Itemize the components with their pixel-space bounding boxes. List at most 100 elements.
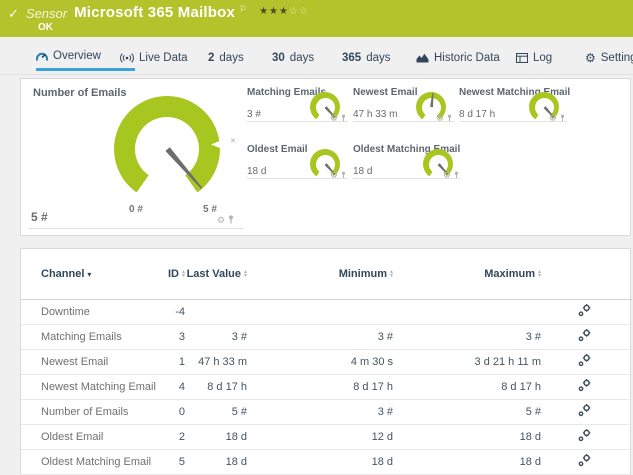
live-data-icon (120, 52, 134, 63)
channel-name[interactable]: Newest Email (21, 349, 155, 375)
pin-icon[interactable] (341, 171, 346, 179)
channel-minimum: 3 # (247, 399, 393, 425)
channel-minimum: 12 d (247, 424, 393, 450)
channel-minimum (247, 299, 393, 325)
channel-settings-gears-icon[interactable] (578, 403, 591, 420)
column-header-actions (541, 249, 632, 300)
tab-label: Live Data (139, 51, 188, 64)
divider (353, 178, 461, 179)
channel-name[interactable]: Newest Matching Email (21, 374, 156, 400)
channel-settings-gears-icon[interactable] (578, 328, 591, 345)
mini-title: Matching Emails (247, 87, 326, 98)
channel-settings-cell (541, 399, 632, 425)
gauge-widget-icons: ⚙ (442, 170, 459, 180)
column-header-id[interactable]: ID ▴ ▾ (155, 249, 185, 300)
channel-id: 3 (155, 324, 185, 350)
status-badge: OK (38, 22, 53, 33)
tab-label: Settings (600, 51, 633, 64)
priority-stars[interactable]: ★★★☆☆ (259, 6, 309, 17)
channel-settings-cell (541, 449, 632, 475)
divider (29, 228, 243, 229)
mini-gauge (310, 92, 340, 122)
chevron-down-icon: ▾ (87, 269, 92, 279)
divider (459, 121, 567, 122)
mini-title: Oldest Matching Email (353, 144, 461, 155)
tab-30-days[interactable]: 30 days (272, 44, 314, 71)
sort-icon: ▴ ▾ (181, 268, 185, 279)
channel-minimum: 3 # (247, 324, 393, 350)
channel-name[interactable]: Number of Emails (21, 399, 155, 425)
gear-icon[interactable]: ⚙ (548, 113, 557, 123)
channel-maximum: 5 # (393, 399, 541, 425)
tab-settings[interactable]: ⚙ Settings (585, 44, 633, 71)
historic-data-icon (416, 53, 429, 63)
table-row[interactable]: Number of Emails 0 5 # 3 # 5 # (21, 399, 632, 425)
mini-gauge (310, 149, 340, 179)
column-header-maximum[interactable]: Maximum ▴ ▾ (393, 249, 541, 300)
flag-icon: ⚐ (239, 4, 248, 14)
channel-name[interactable]: Oldest Matching Email (21, 449, 155, 475)
table-row[interactable]: Matching Emails 3 3 # 3 # 3 # (21, 324, 632, 350)
tab-overview[interactable]: Overview (36, 44, 135, 71)
gauge-scale-max: 5 # (203, 204, 217, 215)
tab-label-bold: 2 (208, 51, 215, 64)
gear-icon[interactable]: ⚙ (217, 214, 226, 225)
pin-icon[interactable] (228, 215, 234, 224)
gear-icon[interactable]: ⚙ (435, 113, 444, 123)
channel-settings-gears-icon[interactable] (578, 303, 591, 320)
column-header-channel[interactable]: Channel ▾ (21, 249, 155, 300)
channel-table: Channel ▾ ID ▴ ▾ Last Value ▴ ▾ Minimum ▴ ▾ Max… (21, 249, 632, 475)
channel-settings-gears-icon[interactable] (578, 353, 591, 370)
channel-settings-cell (541, 349, 632, 375)
table-row[interactable]: Oldest Email 2 18 d 12 d 18 d (21, 424, 632, 450)
gauge-widget-icons: ⚙ (548, 113, 565, 123)
tab-live-data[interactable]: Live Data (120, 44, 188, 71)
overview-gauges-panel: Number of Emails ✕ 0 # 5 # 5 # ⚙ Matchin… (20, 78, 631, 236)
gauge-widget-icons: ⚙ (329, 113, 346, 123)
channel-name[interactable]: Matching Emails (21, 324, 155, 350)
tab-label: days (366, 51, 391, 64)
column-header-minimum[interactable]: Minimum ▴ ▾ (247, 249, 393, 300)
column-header-last-value[interactable]: Last Value ▴ ▾ (185, 249, 247, 300)
table-row[interactable]: Oldest Matching Email 5 18 d 18 d 18 d (21, 449, 632, 475)
tab-label: Overview (53, 50, 101, 62)
channel-settings-gears-icon[interactable] (578, 378, 591, 395)
channel-name[interactable]: Downtime (21, 299, 155, 325)
pin-icon[interactable] (447, 114, 452, 122)
tab-label: Log (533, 51, 553, 64)
stars-filled[interactable]: ★★★ (259, 6, 289, 17)
channel-last-value: 3 # (185, 324, 247, 350)
tab-log[interactable]: Log (516, 44, 552, 71)
mini-gauge (423, 149, 453, 179)
pin-icon[interactable] (454, 171, 459, 179)
gauge-hole (135, 117, 199, 181)
table-row[interactable]: Downtime -4 (21, 299, 632, 325)
stars-empty[interactable]: ☆☆ (289, 6, 309, 17)
table-row[interactable]: Newest Matching Email 4 8 d 17 h 8 d 17 … (21, 374, 632, 400)
tab-365-days[interactable]: 365 days (342, 44, 390, 71)
gear-icon[interactable]: ⚙ (329, 113, 338, 123)
table-row[interactable]: Newest Email 1 47 h 33 m 4 m 30 s 3 d 21… (21, 349, 632, 375)
gear-icon[interactable]: ⚙ (329, 170, 338, 180)
sensor-kind-label: Sensor (25, 6, 68, 21)
channel-settings-gears-icon[interactable] (578, 453, 591, 470)
main-gauge (114, 96, 227, 202)
tab-2-days[interactable]: 2 days (208, 44, 244, 71)
gauge-icon (36, 51, 48, 62)
channel-name[interactable]: Oldest Email (21, 424, 155, 450)
tab-label-bold: 30 (272, 51, 285, 64)
channel-last-value: 18 d (185, 424, 247, 450)
main-gauge-value: 5 # (31, 210, 48, 224)
channel-settings-gears-icon[interactable] (578, 428, 591, 445)
pin-icon[interactable] (560, 114, 565, 122)
channel-settings-cell (541, 374, 632, 400)
channel-minimum: 8 d 17 h (247, 374, 393, 400)
status-check-icon: ✓ (8, 6, 19, 21)
channel-last-value (185, 299, 247, 325)
gear-icon[interactable]: ⚙ (442, 170, 451, 180)
tab-historic-data[interactable]: Historic Data (416, 44, 500, 71)
sort-icon: ▴ ▾ (243, 268, 247, 279)
tab-label: days (289, 51, 315, 64)
channel-id: 1 (155, 349, 185, 375)
pin-icon[interactable] (341, 114, 346, 122)
